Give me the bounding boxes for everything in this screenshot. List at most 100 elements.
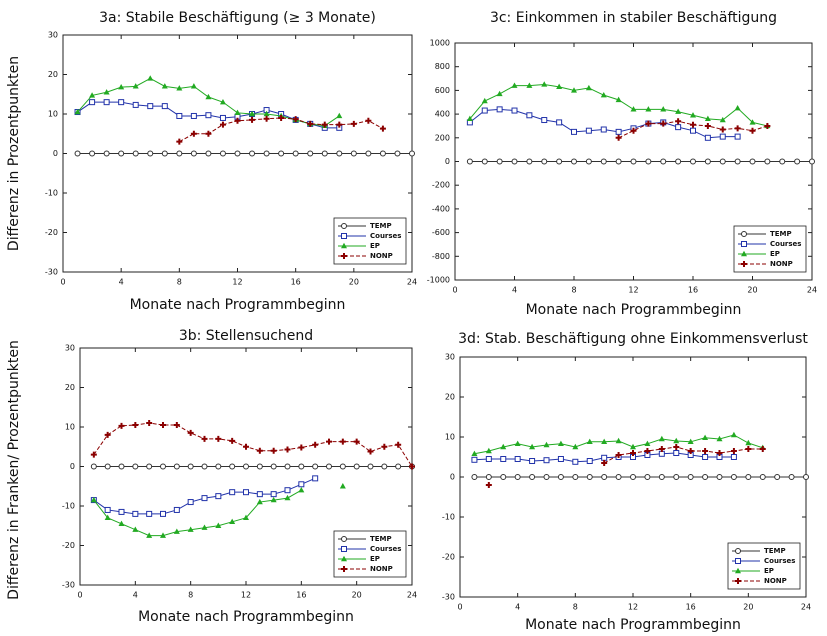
marker: [511, 107, 518, 114]
x-tick-label: 24: [801, 603, 811, 612]
marker: [734, 158, 741, 165]
marker: [690, 112, 696, 118]
x-tick-label: 12: [232, 278, 242, 287]
y-tick-label: -30: [442, 593, 455, 602]
x-tick-label: 12: [628, 286, 638, 295]
marker: [660, 158, 667, 165]
marker: [687, 438, 694, 444]
marker: [229, 463, 236, 470]
marker: [716, 474, 723, 480]
legend-marker: [735, 558, 741, 564]
marker: [394, 150, 401, 157]
marker: [381, 443, 388, 450]
marker: [716, 450, 723, 456]
marker: [734, 125, 741, 132]
marker: [409, 463, 415, 470]
marker: [529, 443, 536, 450]
marker: [132, 101, 139, 108]
marker: [716, 435, 723, 442]
marker: [541, 117, 548, 124]
marker: [350, 120, 357, 127]
marker: [759, 474, 766, 480]
legend-label: NONP: [764, 577, 787, 585]
marker: [118, 463, 125, 470]
marker: [585, 127, 592, 134]
marker: [263, 110, 270, 117]
marker: [118, 99, 125, 106]
marker: [215, 493, 222, 500]
marker: [243, 489, 249, 496]
marker: [187, 499, 194, 506]
marker: [132, 463, 139, 470]
marker: [675, 124, 682, 131]
marker: [496, 158, 503, 165]
marker: [571, 128, 577, 135]
series-line: [93, 422, 413, 467]
legend-label: NONP: [370, 565, 393, 573]
marker: [215, 463, 222, 470]
series-line: [179, 117, 384, 143]
marker: [481, 107, 488, 114]
marker: [704, 115, 711, 122]
marker: [339, 438, 346, 445]
marker: [229, 518, 236, 524]
marker: [514, 474, 521, 480]
marker: [365, 150, 372, 157]
series-line: [603, 446, 763, 464]
legend-label: EP: [764, 567, 774, 575]
x-tick-label: 4: [512, 286, 517, 295]
marker: [745, 474, 752, 480]
marker: [615, 134, 622, 141]
marker: [466, 115, 473, 122]
marker: [219, 114, 226, 121]
marker: [173, 506, 180, 513]
marker: [526, 82, 533, 88]
marker: [326, 438, 332, 445]
marker: [243, 514, 249, 521]
marker: [734, 133, 741, 140]
marker: [749, 127, 756, 134]
marker: [161, 103, 168, 110]
marker: [90, 463, 97, 470]
marker: [89, 99, 96, 106]
marker: [190, 150, 197, 157]
marker: [702, 474, 709, 480]
marker: [367, 448, 374, 455]
marker: [270, 447, 277, 454]
legend-marker: [341, 536, 347, 542]
marker: [556, 158, 563, 165]
marker: [365, 117, 372, 124]
marker: [749, 119, 756, 125]
marker: [585, 84, 592, 91]
marker: [788, 474, 795, 480]
marker: [615, 474, 622, 480]
legend-marker: [741, 250, 747, 257]
marker: [336, 112, 343, 119]
marker: [571, 158, 577, 165]
marker: [292, 116, 299, 123]
marker: [292, 150, 299, 157]
marker: [103, 99, 110, 106]
marker: [557, 440, 564, 446]
marker: [243, 463, 249, 470]
marker: [586, 458, 593, 464]
y-tick-label: -30: [45, 268, 58, 277]
marker: [298, 463, 305, 470]
marker: [256, 463, 263, 470]
marker: [215, 435, 222, 442]
marker: [485, 482, 492, 488]
y-tick-label: -20: [45, 228, 58, 237]
marker: [481, 158, 488, 165]
x-tick-label: 4: [515, 603, 520, 612]
y-tick-label: 10: [65, 423, 75, 432]
marker: [234, 150, 241, 157]
legend-label: NONP: [370, 252, 393, 260]
y-tick-label: -10: [62, 502, 75, 511]
marker: [249, 110, 256, 117]
legend-marker: [735, 567, 741, 574]
marker: [690, 121, 696, 128]
legend-marker: [341, 233, 347, 239]
y-axis-label: Differenz in Prozentpunkten: [6, 56, 22, 251]
marker: [353, 463, 360, 470]
marker: [379, 125, 386, 132]
